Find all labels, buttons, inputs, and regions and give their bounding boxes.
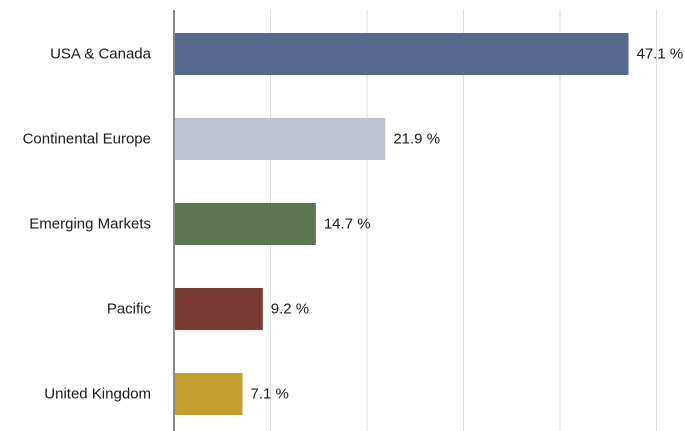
category-label-usa-canada: USA & Canada: [50, 46, 152, 63]
category-label-united-kingdom: United Kingdom: [44, 386, 151, 403]
bar-pacific: [174, 288, 263, 330]
category-label-pacific: Pacific: [107, 301, 152, 318]
value-label-continental-europe: 21.9 %: [393, 131, 440, 148]
value-label-pacific: 9.2 %: [271, 301, 309, 318]
value-label-united-kingdom: 7.1 %: [251, 386, 289, 403]
bar-continental-europe: [174, 118, 386, 160]
bar-united-kingdom: [174, 373, 243, 415]
value-label-usa-canada: 47.1 %: [637, 46, 684, 63]
category-label-emerging-markets: Emerging Markets: [29, 216, 151, 233]
bar-usa-canada: [174, 33, 629, 75]
category-label-continental-europe: Continental Europe: [23, 131, 151, 148]
value-label-emerging-markets: 14.7 %: [324, 216, 371, 233]
bar-emerging-markets: [174, 203, 316, 245]
